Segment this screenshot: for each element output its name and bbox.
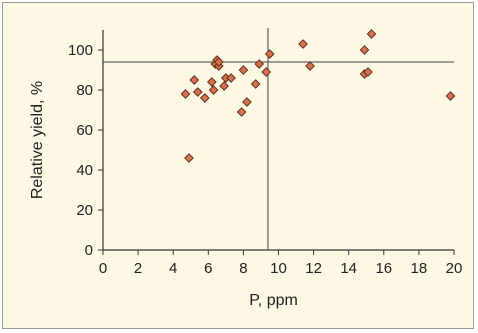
x-ticks: 0 2 4 6 8 10 12 14 16 18 20 xyxy=(99,250,463,277)
x-tick-label: 10 xyxy=(270,260,287,277)
data-point-marker xyxy=(180,89,191,99)
data-point-marker xyxy=(236,107,247,117)
x-tick-label: 14 xyxy=(340,260,357,277)
data-point-marker xyxy=(192,87,203,97)
x-tick-label: 4 xyxy=(169,260,177,277)
data-point-marker xyxy=(189,75,200,85)
data-point-marker xyxy=(219,81,229,91)
data-point-marker xyxy=(261,67,272,77)
y-tick-label: 40 xyxy=(76,162,93,179)
data-point-marker xyxy=(213,57,224,67)
x-tick-label: 18 xyxy=(411,260,428,277)
x-tick-label: 12 xyxy=(305,260,322,277)
axes-group xyxy=(102,30,454,251)
data-point-marker xyxy=(199,93,210,103)
data-point-marker xyxy=(359,45,370,55)
y-tick-label: 80 xyxy=(76,82,93,99)
x-tick-label: 2 xyxy=(134,260,142,277)
data-point-marker xyxy=(298,39,308,49)
data-point-marker xyxy=(254,59,265,69)
y-tick-label: 60 xyxy=(76,122,93,139)
data-point-marker xyxy=(445,91,456,101)
chart-frame xyxy=(2,2,474,329)
data-point-marker xyxy=(206,77,217,87)
y-tick-label: 100 xyxy=(68,42,93,59)
data-point-marker xyxy=(264,49,275,59)
data-point-marker xyxy=(208,85,219,95)
data-point-marker xyxy=(366,29,377,39)
data-point-marker xyxy=(363,67,373,77)
x-tick-label: 0 xyxy=(99,260,107,277)
data-point-marker xyxy=(184,153,194,163)
data-point-marker xyxy=(242,97,252,107)
y-axis-title: Relative yield, % xyxy=(29,81,46,199)
data-point-marker xyxy=(305,61,315,71)
x-tick-label: 6 xyxy=(204,260,212,277)
data-point-marker xyxy=(226,73,236,83)
x-tick-label: 20 xyxy=(446,260,463,277)
x-tick-label: 16 xyxy=(375,260,392,277)
y-ticks: 0 20 40 60 80 100 xyxy=(68,42,103,259)
data-points xyxy=(180,29,456,163)
x-axis-title: P, ppm xyxy=(249,292,298,309)
y-tick-label: 20 xyxy=(76,202,93,219)
reference-lines xyxy=(103,28,454,250)
x-tick-label: 8 xyxy=(239,260,247,277)
data-point-marker xyxy=(250,79,261,89)
y-tick-label: 0 xyxy=(85,242,93,259)
data-point-marker xyxy=(238,65,249,75)
